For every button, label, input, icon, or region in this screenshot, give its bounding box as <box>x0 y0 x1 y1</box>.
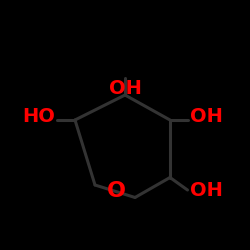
Text: HO: HO <box>22 107 55 126</box>
Text: OH: OH <box>190 180 223 200</box>
Text: O: O <box>107 181 126 201</box>
Text: OH: OH <box>190 107 223 126</box>
Text: OH: OH <box>108 79 142 98</box>
